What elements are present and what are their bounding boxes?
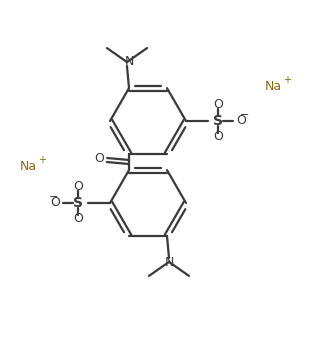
Text: +: + bbox=[38, 155, 46, 165]
Text: S: S bbox=[73, 196, 83, 210]
Text: O: O bbox=[213, 131, 223, 144]
Text: O: O bbox=[50, 196, 60, 208]
Text: N: N bbox=[164, 257, 174, 270]
Text: S: S bbox=[213, 114, 223, 128]
Text: O: O bbox=[73, 180, 83, 193]
Text: −: − bbox=[49, 192, 59, 202]
Text: O: O bbox=[236, 113, 246, 126]
Text: N: N bbox=[124, 55, 134, 68]
Text: O: O bbox=[73, 212, 83, 225]
Text: O: O bbox=[213, 99, 223, 112]
Text: Na: Na bbox=[19, 159, 36, 172]
Text: +: + bbox=[283, 75, 291, 85]
Text: O: O bbox=[94, 152, 104, 166]
Text: Na: Na bbox=[265, 79, 281, 93]
Text: −: − bbox=[240, 110, 250, 120]
